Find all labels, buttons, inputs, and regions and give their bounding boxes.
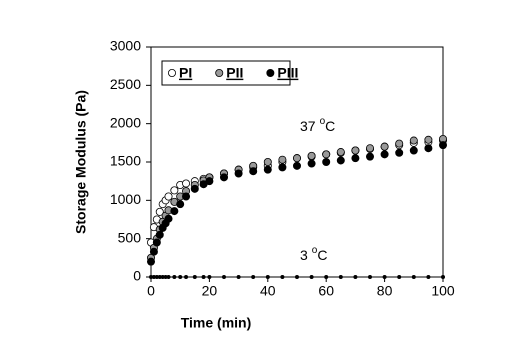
data-point <box>367 274 372 279</box>
data-point <box>307 151 316 160</box>
annotation-part: 37 <box>300 118 316 134</box>
data-point <box>324 274 329 279</box>
data-point <box>292 161 301 170</box>
data-point <box>278 155 287 164</box>
x-tick-label: 20 <box>202 283 218 299</box>
data-point <box>409 136 418 145</box>
legend-label: PIII <box>277 65 298 81</box>
data-point <box>351 146 360 155</box>
x-tick-label: 40 <box>260 283 276 299</box>
data-point <box>424 135 433 144</box>
data-point <box>280 274 285 279</box>
legend-marker <box>167 69 176 78</box>
y-tick-label: 3000 <box>110 38 141 54</box>
data-point <box>176 200 185 209</box>
data-point <box>263 165 272 174</box>
data-point <box>201 274 206 279</box>
legend-marker <box>215 69 224 78</box>
data-point <box>292 154 301 163</box>
data-point <box>336 156 345 165</box>
data-point <box>438 141 447 150</box>
x-tick-label: 60 <box>318 283 334 299</box>
data-point <box>265 274 270 279</box>
data-point <box>170 207 179 216</box>
data-point <box>322 150 331 159</box>
data-point <box>411 274 416 279</box>
data-point <box>205 177 214 186</box>
annotation-part: o <box>312 245 318 256</box>
x-axis-label: Time (min) <box>181 315 252 331</box>
legend-marker <box>266 69 275 78</box>
data-point <box>309 274 314 279</box>
data-point <box>251 274 256 279</box>
data-point <box>336 148 345 157</box>
data-point <box>365 144 374 153</box>
data-point <box>155 207 164 216</box>
y-tick-label: 2000 <box>110 114 141 130</box>
data-point <box>192 274 197 279</box>
data-point <box>182 192 191 201</box>
data-point <box>263 157 272 166</box>
data-point <box>219 173 228 182</box>
data-point <box>322 157 331 166</box>
legend-label: PII <box>226 65 243 81</box>
data-point <box>164 192 173 201</box>
data-point <box>172 274 177 279</box>
data-point <box>190 184 199 193</box>
annotation: 37 oC <box>300 116 335 134</box>
annotation: 3 oC <box>300 245 327 263</box>
data-point <box>424 144 433 153</box>
x-tick-label: 80 <box>377 283 393 299</box>
data-point <box>380 150 389 159</box>
data-point <box>397 274 402 279</box>
data-point <box>184 274 189 279</box>
annotation-part: o <box>320 116 326 127</box>
data-point <box>155 230 164 239</box>
data-point <box>395 139 404 148</box>
data-point <box>207 274 212 279</box>
data-point <box>278 163 287 172</box>
data-point <box>178 274 183 279</box>
y-tick-label: 1000 <box>110 191 141 207</box>
x-tick-label: 100 <box>431 283 455 299</box>
data-point <box>395 148 404 157</box>
x-tick-label: 0 <box>147 283 155 299</box>
annotation-part: C <box>317 247 327 263</box>
data-point <box>409 146 418 155</box>
data-point <box>164 214 173 223</box>
data-point <box>382 274 387 279</box>
data-point <box>380 142 389 151</box>
data-point <box>170 186 179 195</box>
data-point <box>294 274 299 279</box>
data-point <box>152 238 161 247</box>
annotation-part: C <box>325 118 335 134</box>
legend-label: PI <box>179 65 192 81</box>
data-point <box>234 169 243 178</box>
data-point <box>221 274 226 279</box>
data-point <box>353 274 358 279</box>
data-point <box>351 154 360 163</box>
y-tick-label: 1500 <box>110 153 141 169</box>
y-tick-label: 0 <box>133 268 141 284</box>
y-axis-label: Storage Modulus (Pa) <box>73 90 89 234</box>
data-point <box>440 274 445 279</box>
annotation-part: 3 <box>300 247 308 263</box>
y-tick-label: 2500 <box>110 76 141 92</box>
data-point <box>365 152 374 161</box>
data-point <box>182 179 191 188</box>
data-point <box>146 257 155 266</box>
y-tick-label: 500 <box>118 229 142 245</box>
data-point <box>338 274 343 279</box>
data-point <box>307 159 316 168</box>
data-point <box>426 274 431 279</box>
data-point <box>149 247 158 256</box>
data-point <box>166 274 171 279</box>
data-point <box>249 167 258 176</box>
data-point <box>236 274 241 279</box>
